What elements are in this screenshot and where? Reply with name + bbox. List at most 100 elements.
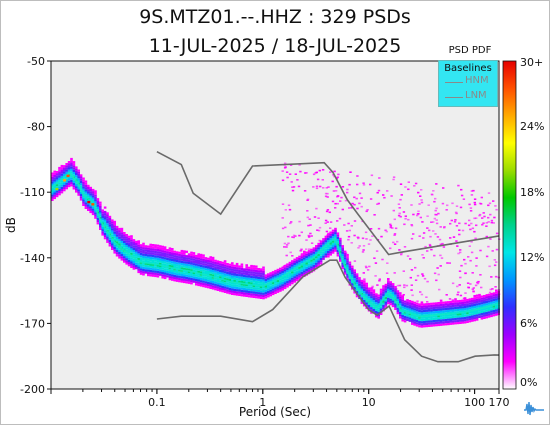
pdf-cell — [490, 276, 493, 278]
pdf-cell — [478, 315, 481, 318]
pdf-cell — [495, 304, 498, 307]
pdf-cell — [406, 318, 409, 321]
pdf-cell — [247, 271, 251, 274]
pdf-cell — [108, 244, 112, 247]
pdf-cell — [438, 238, 442, 241]
pdf-cell — [214, 283, 217, 286]
pdf-cell — [459, 302, 462, 305]
pdf-cell — [211, 270, 215, 273]
pdf-cell — [118, 256, 121, 259]
pdf-cell — [94, 196, 97, 200]
pdf-cell — [307, 254, 311, 257]
pdf-cell — [65, 178, 68, 181]
pdf-cell — [389, 285, 392, 288]
pdf-cell — [356, 183, 359, 186]
pdf-cell — [228, 283, 232, 286]
pdf-cell — [269, 272, 272, 275]
pdf-cell — [151, 252, 155, 255]
pdf-cell — [448, 298, 452, 300]
pdf-cell — [281, 277, 284, 280]
pdf-cell — [423, 277, 427, 280]
pdf-cell — [451, 202, 454, 205]
pdf-cell — [445, 294, 448, 296]
pdf-cell — [118, 243, 121, 246]
pdf-cell — [381, 258, 384, 261]
pdf-cell — [137, 262, 140, 265]
pdf-cell — [379, 295, 383, 298]
pdf-cell — [89, 204, 92, 207]
pdf-cell — [154, 261, 157, 264]
pdf-cell — [329, 171, 332, 173]
pdf-cell — [259, 296, 263, 299]
pdf-cell — [485, 294, 488, 297]
pdf-cell — [360, 197, 363, 199]
pdf-cell — [264, 274, 268, 277]
pdf-cell — [113, 244, 116, 247]
pdf-cell — [53, 194, 56, 197]
pdf-cell — [154, 274, 157, 278]
pdf-cell — [307, 252, 311, 255]
pdf-cell — [303, 257, 306, 260]
pdf-cell — [151, 261, 155, 264]
pdf-cell — [463, 306, 467, 309]
pdf-cell — [163, 274, 167, 277]
pdf-cell — [414, 266, 417, 269]
pdf-cell — [437, 313, 440, 316]
pdf-cell — [318, 239, 321, 242]
pdf-cell — [60, 164, 64, 168]
pdf-cell — [233, 271, 236, 274]
pdf-cell — [363, 293, 366, 296]
pdf-cell — [472, 189, 475, 192]
pdf-cell — [257, 272, 260, 275]
y-tick-label: -80 — [27, 121, 45, 134]
pdf-cell — [392, 178, 395, 181]
pdf-cell — [369, 239, 372, 241]
pdf-cell — [283, 284, 287, 287]
pdf-cell — [255, 272, 258, 275]
pdf-cell — [58, 193, 61, 196]
pdf-cell — [144, 267, 148, 270]
pdf-cell — [118, 227, 121, 231]
pdf-cell — [396, 284, 400, 287]
pdf-cell — [471, 315, 474, 318]
pdf-cell — [58, 188, 61, 191]
pdf-cell — [473, 306, 476, 309]
pdf-cell — [432, 322, 436, 325]
pdf-cell — [53, 185, 56, 189]
pdf-cell — [435, 308, 438, 311]
pdf-cell — [233, 275, 236, 278]
pdf-cell — [51, 179, 54, 182]
pdf-cell — [60, 184, 64, 187]
pdf-cell — [255, 285, 258, 288]
pdf-cell — [341, 208, 344, 211]
pdf-cell — [166, 270, 169, 274]
pdf-cell — [183, 276, 186, 279]
pdf-cell — [435, 207, 438, 210]
pdf-cell — [377, 309, 380, 312]
pdf-cell — [300, 256, 304, 259]
pdf-cell — [231, 290, 234, 293]
pdf-cell — [459, 249, 462, 251]
pdf-cell — [473, 295, 476, 298]
pdf-cell — [479, 274, 482, 276]
pdf-cell — [403, 309, 407, 312]
pdf-cell — [197, 268, 200, 271]
pdf-cell — [257, 268, 260, 271]
pdf-cell — [437, 306, 440, 309]
pdf-cell — [480, 295, 484, 298]
pdf-cell — [180, 263, 184, 266]
pdf-cell — [480, 310, 484, 313]
pdf-cell — [168, 249, 172, 252]
pdf-cell — [424, 245, 427, 248]
pdf-cell — [439, 323, 443, 326]
pdf-cell — [449, 311, 452, 314]
pdf-cell — [259, 270, 263, 273]
pdf-cell — [51, 190, 54, 193]
pdf-cell — [127, 237, 131, 241]
pdf-cell — [439, 226, 442, 228]
pdf-mode-line — [50, 172, 499, 318]
pdf-cell — [171, 267, 174, 270]
pdf-cell — [283, 271, 287, 274]
pdf-cell — [204, 279, 208, 282]
pdf-cell — [173, 277, 176, 280]
